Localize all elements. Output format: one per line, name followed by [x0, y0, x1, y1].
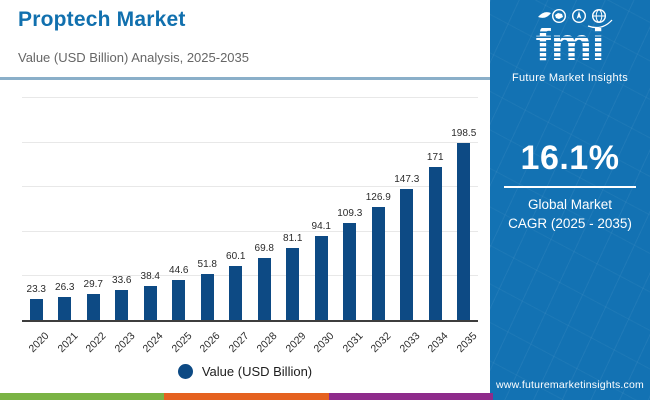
- x-tick-label: 2022: [83, 330, 109, 356]
- legend: Value (USD Billion): [0, 364, 490, 379]
- value-label: 126.9: [365, 191, 391, 203]
- gridline: [22, 141, 478, 143]
- bar-2026: [200, 273, 214, 320]
- value-label: 69.8: [254, 242, 274, 254]
- compass-icon: [571, 8, 586, 24]
- x-tick-label: 2028: [254, 330, 280, 356]
- stripe-segment-1: [0, 393, 165, 400]
- value-label: 198.5: [451, 127, 477, 139]
- x-tick-label: 2034: [425, 330, 451, 356]
- x-tick-label: 2030: [311, 330, 337, 356]
- x-tick-label: 2027: [226, 330, 252, 356]
- gridline: [22, 97, 478, 98]
- value-label: 23.3: [26, 284, 46, 296]
- value-label: 147.3: [394, 173, 420, 185]
- bar-2024: [143, 285, 157, 320]
- fmi-logo-graphic: fmi: [536, 8, 613, 70]
- value-label: 33.6: [112, 275, 132, 287]
- bar-2033: [400, 188, 414, 320]
- cagr-value: 16.1%: [520, 139, 620, 177]
- x-tick-label: 2026: [197, 330, 223, 356]
- bar-2022: [86, 293, 100, 320]
- bar-2031: [343, 222, 357, 320]
- cagr-divider: [504, 186, 636, 188]
- bar-chart: 23.3 2020 26.3 2021 29.7 2022 33.6 2023 38.4 2024…: [22, 97, 479, 355]
- bar-2027: [229, 266, 243, 320]
- gridline: [22, 275, 478, 277]
- logo-caption: Future Market Insights: [511, 72, 629, 84]
- chart-panel: Proptech Market Value (USD Billion) Anal…: [0, 8, 493, 400]
- x-tick-label: 2020: [26, 330, 52, 356]
- x-tick-label: 2025: [169, 330, 195, 356]
- x-tick-label: 2035: [454, 330, 480, 356]
- cagr-label-line2: CAGR (2025 - 2035): [508, 215, 632, 231]
- value-label: 171: [426, 152, 444, 164]
- website-link[interactable]: www.futuremarketinsights.com: [496, 379, 644, 391]
- legend-marker-icon: [177, 364, 193, 379]
- brand-sidebar: fmi Future Market Insights 16.1% Global …: [490, 0, 650, 400]
- bar-2023: [115, 290, 129, 320]
- chart-subtitle: Value (USD Billion) Analysis, 2025-2035: [18, 50, 249, 65]
- gridline: [22, 230, 478, 232]
- legend-label: Value (USD Billion): [201, 364, 313, 379]
- value-label: 94.1: [311, 221, 331, 233]
- leaf-icon: [538, 12, 551, 18]
- x-tick-label: 2024: [140, 330, 166, 356]
- cagr-label-line1: Global Market: [527, 197, 613, 212]
- cagr-block: 16.1% Global Market CAGR (2025 - 2035): [490, 139, 650, 234]
- bar-2020: [29, 299, 43, 320]
- x-tick-label: 2023: [112, 330, 138, 356]
- bar-2028: [257, 257, 271, 320]
- value-label: 29.7: [83, 278, 103, 290]
- x-tick-label: 2029: [283, 330, 309, 356]
- x-tick-label: 2031: [340, 330, 366, 356]
- bar-2035: [457, 142, 471, 320]
- stripe-segment-3: [328, 393, 493, 400]
- value-label: 60.1: [226, 251, 246, 263]
- x-tick-label: 2021: [55, 330, 81, 356]
- value-label: 26.3: [55, 281, 75, 293]
- value-label: 44.6: [169, 265, 189, 277]
- fmi-logo: fmi Future Market Insights: [490, 8, 650, 84]
- bar-2032: [371, 206, 385, 320]
- stripe-segment-2: [164, 393, 329, 400]
- x-tick-label: 2032: [368, 330, 394, 356]
- bar-2034: [428, 167, 442, 320]
- title-divider: [0, 77, 490, 80]
- bar-2030: [314, 236, 328, 320]
- bar-2025: [172, 280, 186, 320]
- us-map-icon: [552, 8, 567, 24]
- globe-icon: [591, 8, 606, 24]
- value-label: 38.4: [140, 270, 160, 282]
- value-label: 109.3: [337, 207, 363, 219]
- value-label: 81.1: [283, 232, 303, 244]
- footer-color-stripe: [0, 393, 493, 400]
- x-tick-label: 2033: [397, 330, 423, 356]
- swoosh: [587, 19, 613, 29]
- page-title: Proptech Market: [18, 8, 186, 31]
- bar-2021: [58, 296, 72, 320]
- value-label: 51.8: [197, 258, 217, 270]
- bar-2029: [286, 247, 300, 320]
- fmi-wordmark: fmi: [536, 18, 605, 66]
- gridline: [22, 186, 478, 188]
